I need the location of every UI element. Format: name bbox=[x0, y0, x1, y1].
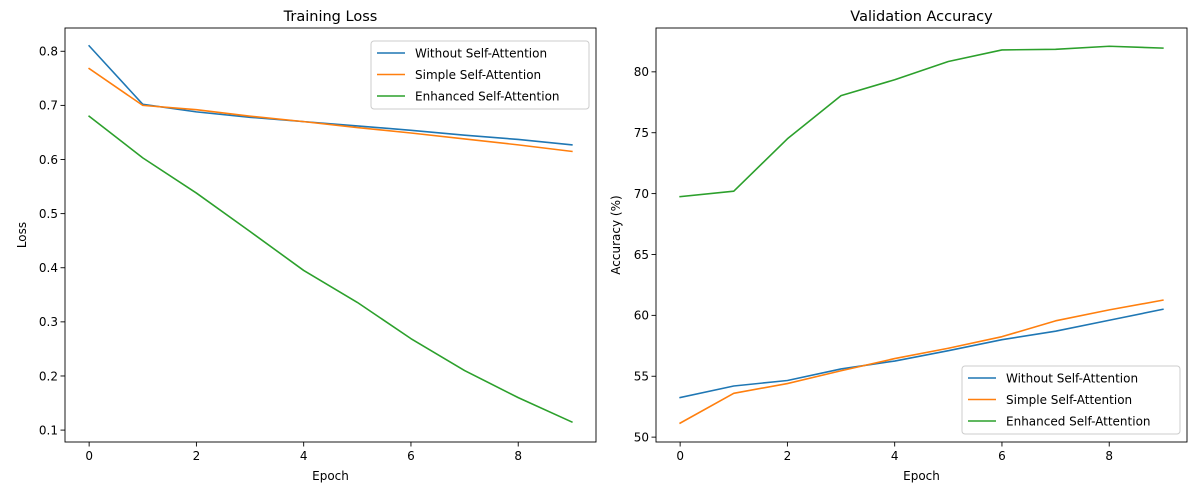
y-axis-label: Accuracy (%) bbox=[609, 195, 623, 274]
legend-entry: Enhanced Self-Attention bbox=[1006, 414, 1151, 428]
y-tick-label: 0.2 bbox=[39, 369, 58, 383]
x-tick-label: 2 bbox=[193, 449, 201, 463]
series-line-3 bbox=[88, 115, 573, 424]
legend: Without Self-Attention Simple Self-Attent… bbox=[370, 40, 590, 110]
y-axis-label: Loss bbox=[15, 222, 29, 248]
legend-entry: Without Self-Attention bbox=[1006, 371, 1138, 385]
legend-entry: Simple Self-Attention bbox=[1006, 393, 1132, 407]
x-tick-label: 4 bbox=[300, 449, 308, 463]
chart-title: Validation Accuracy bbox=[850, 9, 993, 25]
y-tick-label: 80 bbox=[634, 65, 649, 79]
x-tick-label: 8 bbox=[514, 449, 522, 463]
axes-frame bbox=[655, 27, 1188, 443]
y-tick-label: 0.4 bbox=[39, 261, 58, 275]
x-tick-label: 6 bbox=[407, 449, 415, 463]
y-tick-label: 75 bbox=[634, 126, 649, 140]
legend: Without Self-Attention Simple Self-Attent… bbox=[961, 365, 1181, 435]
x-tick-label: 0 bbox=[676, 449, 684, 463]
y-tick-label: 65 bbox=[634, 248, 649, 262]
y-tick-label: 55 bbox=[634, 370, 649, 384]
legend-entry: Simple Self-Attention bbox=[415, 68, 541, 82]
chart-title: Training Loss bbox=[283, 9, 378, 25]
legend-box bbox=[370, 40, 590, 110]
legend-box bbox=[961, 365, 1181, 435]
y-tick-label: 50 bbox=[634, 430, 649, 444]
x-axis-label: Epoch bbox=[312, 469, 349, 483]
chart-panel-2: 0 2 4 6 8 50 55 60 65 70 75 80 Validation Accuracy Ep… bbox=[609, 9, 1188, 483]
chart-panel-1: 0 2 4 6 8 0.1 0.2 0.3 0.4 0.5 0.6 0.7 0.8 Training Lo… bbox=[15, 9, 597, 483]
axes-frame bbox=[64, 27, 597, 443]
x-tick-label: 8 bbox=[1105, 449, 1113, 463]
y-tick-label: 70 bbox=[634, 187, 649, 201]
y-tick-label: 0.7 bbox=[39, 99, 58, 113]
legend-entry: Enhanced Self-Attention bbox=[415, 89, 560, 103]
series-line-2 bbox=[679, 299, 1164, 425]
y-tick-label: 0.3 bbox=[39, 315, 58, 329]
x-tick-label: 6 bbox=[998, 449, 1006, 463]
x-tick-label: 2 bbox=[784, 449, 792, 463]
y-tick-label: 0.5 bbox=[39, 207, 58, 221]
series-line-2 bbox=[88, 67, 573, 153]
x-tick-label: 0 bbox=[85, 449, 93, 463]
y-tick-label: 0.1 bbox=[39, 423, 58, 437]
x-tick-label: 4 bbox=[891, 449, 899, 463]
y-tick-label: 0.8 bbox=[39, 45, 58, 59]
series-line-3 bbox=[679, 45, 1164, 198]
x-axis-label: Epoch bbox=[903, 469, 940, 483]
y-tick-label: 0.6 bbox=[39, 153, 58, 167]
y-tick-label: 60 bbox=[634, 309, 649, 323]
legend-entry: Without Self-Attention bbox=[415, 46, 547, 60]
series-line-1 bbox=[679, 308, 1164, 399]
